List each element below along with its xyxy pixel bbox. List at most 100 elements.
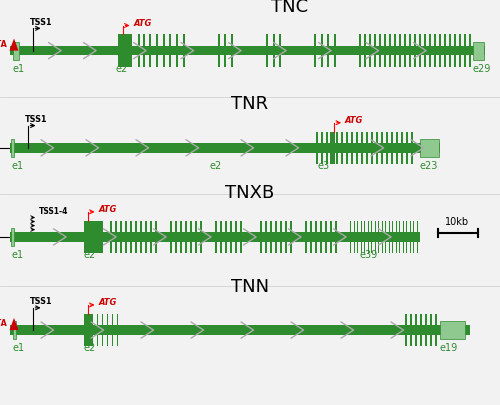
- Bar: [155, 221, 156, 253]
- Bar: [175, 221, 176, 253]
- Bar: [396, 132, 398, 164]
- Bar: [225, 221, 226, 253]
- Bar: [430, 314, 432, 346]
- Bar: [429, 34, 430, 67]
- Bar: [392, 221, 393, 253]
- Text: ATG: ATG: [134, 19, 152, 28]
- Bar: [434, 34, 436, 67]
- Bar: [130, 221, 132, 253]
- Bar: [419, 34, 420, 67]
- Bar: [145, 221, 146, 253]
- Bar: [84, 221, 103, 253]
- Bar: [106, 314, 108, 346]
- Bar: [92, 314, 93, 346]
- Bar: [459, 34, 460, 67]
- Text: e1: e1: [11, 250, 23, 260]
- Bar: [12, 42, 18, 60]
- Bar: [374, 34, 376, 67]
- Bar: [388, 221, 390, 253]
- Bar: [260, 221, 262, 253]
- Bar: [275, 221, 276, 253]
- Bar: [10, 232, 420, 242]
- Text: TATA: TATA: [0, 319, 8, 328]
- Bar: [230, 34, 232, 67]
- Bar: [285, 221, 286, 253]
- Text: 10kb: 10kb: [446, 217, 469, 227]
- Bar: [416, 221, 418, 253]
- Bar: [381, 132, 382, 164]
- Bar: [454, 34, 456, 67]
- Bar: [379, 34, 380, 67]
- Bar: [404, 34, 406, 67]
- Bar: [120, 221, 122, 253]
- Bar: [341, 132, 342, 164]
- Bar: [12, 321, 16, 339]
- Bar: [360, 221, 362, 253]
- Bar: [409, 34, 410, 67]
- Bar: [444, 34, 446, 67]
- Bar: [435, 314, 436, 346]
- Bar: [385, 221, 386, 253]
- Bar: [142, 34, 144, 67]
- Bar: [440, 321, 465, 339]
- Bar: [330, 132, 335, 164]
- Text: TATA: TATA: [0, 40, 8, 49]
- Text: TNC: TNC: [272, 0, 308, 16]
- Text: ATG: ATG: [98, 298, 117, 307]
- Bar: [378, 221, 379, 253]
- Bar: [326, 132, 328, 164]
- Bar: [350, 221, 351, 253]
- Bar: [321, 132, 322, 164]
- Bar: [218, 34, 220, 67]
- Bar: [402, 221, 404, 253]
- Bar: [96, 314, 98, 346]
- Bar: [361, 132, 362, 164]
- Bar: [399, 34, 400, 67]
- Text: e2: e2: [84, 343, 96, 353]
- Polygon shape: [10, 318, 18, 330]
- Bar: [150, 221, 152, 253]
- Bar: [356, 132, 358, 164]
- Bar: [391, 132, 392, 164]
- Bar: [424, 34, 426, 67]
- Bar: [176, 34, 178, 67]
- Text: TSS1-4: TSS1-4: [39, 207, 68, 216]
- Bar: [320, 221, 322, 253]
- Bar: [310, 221, 312, 253]
- Bar: [11, 139, 14, 157]
- Bar: [346, 132, 348, 164]
- Bar: [185, 221, 186, 253]
- Bar: [170, 221, 172, 253]
- Bar: [364, 221, 365, 253]
- Text: ATG: ATG: [98, 205, 117, 214]
- Bar: [394, 34, 396, 67]
- Text: e1: e1: [12, 343, 24, 353]
- Bar: [439, 34, 440, 67]
- Bar: [411, 132, 412, 164]
- Bar: [325, 221, 326, 253]
- Bar: [369, 34, 370, 67]
- Bar: [182, 34, 184, 67]
- Bar: [230, 221, 232, 253]
- Bar: [371, 221, 372, 253]
- Bar: [156, 34, 158, 67]
- Bar: [336, 132, 338, 164]
- Bar: [102, 314, 103, 346]
- Bar: [374, 221, 376, 253]
- Bar: [469, 34, 470, 67]
- Bar: [425, 314, 426, 346]
- Bar: [420, 314, 422, 346]
- Bar: [335, 221, 336, 253]
- Text: e2: e2: [84, 250, 96, 260]
- Bar: [413, 221, 414, 253]
- Bar: [135, 221, 136, 253]
- Bar: [320, 34, 322, 67]
- Bar: [266, 34, 268, 67]
- Bar: [190, 221, 192, 253]
- Bar: [290, 221, 292, 253]
- Bar: [118, 34, 132, 67]
- Bar: [359, 34, 360, 67]
- Bar: [84, 314, 92, 346]
- Bar: [351, 132, 352, 164]
- Bar: [464, 34, 466, 67]
